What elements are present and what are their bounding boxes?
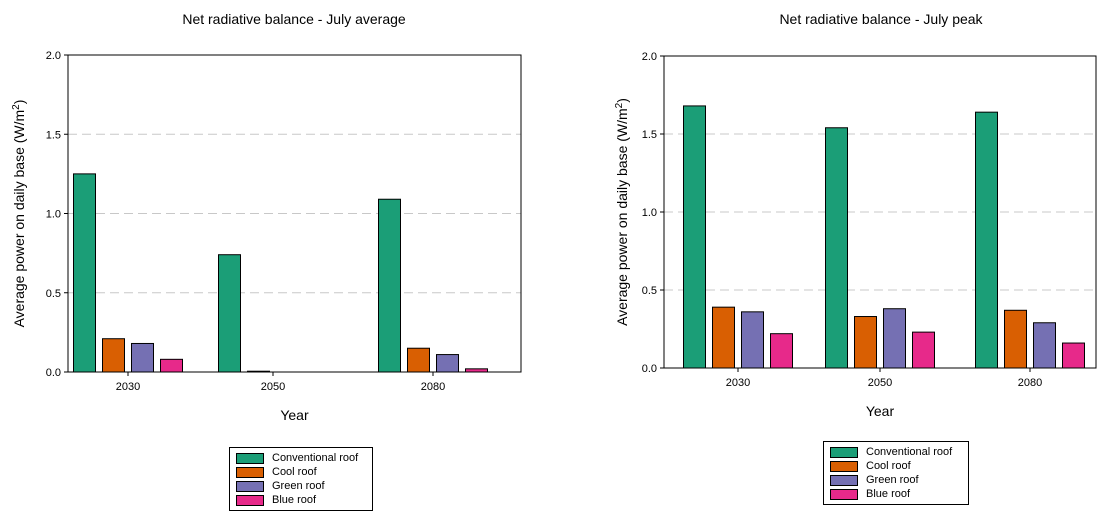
x-tick-label: 2050: [261, 381, 285, 393]
x-tick-label: 2080: [421, 381, 445, 393]
x-axis-label: Year: [866, 403, 895, 419]
y-tick-label: 2.0: [46, 50, 61, 62]
plot-frame: [663, 55, 1097, 369]
bar-green-roof-2080: [1033, 322, 1056, 369]
x-tick-label: 2030: [726, 377, 750, 389]
bar-cool-roof-2080: [1004, 309, 1027, 369]
legend-entry: Blue roof: [830, 487, 962, 501]
bar-conventional-roof-2080: [378, 198, 401, 373]
legend-entry: Conventional roof: [236, 451, 366, 465]
y-tick-label: 0.0: [642, 363, 657, 375]
y-tick-label: 1.5: [46, 129, 61, 141]
legend-july-peak: Conventional roof Cool roof Green roof Blue…: [823, 441, 969, 505]
bar-conventional-roof-2030: [73, 173, 96, 373]
y-tick-label: 0.0: [46, 367, 61, 379]
legend-label: Green roof: [866, 474, 919, 486]
plot-frame: [67, 54, 522, 373]
bar-blue-roof-2050: [912, 331, 935, 369]
legend-label: Cool roof: [866, 460, 911, 472]
y-axis-label: Average power on daily base (W/m2): [11, 100, 28, 328]
legend-label: Blue roof: [272, 494, 317, 506]
bar-green-roof-2050: [883, 308, 906, 369]
legend-swatch: [830, 460, 858, 472]
legend-swatch: [236, 480, 264, 492]
legend-label: Conventional roof: [272, 452, 359, 464]
bar-blue-roof-2080: [1062, 342, 1085, 369]
legend-label: Cool roof: [272, 466, 317, 478]
legend-swatch: [830, 474, 858, 486]
y-tick-label: 1.0: [642, 207, 657, 219]
legend-entry: Cool roof: [830, 459, 962, 473]
legend-entry: Blue roof: [236, 493, 366, 507]
chart-title: Net radiative balance - July average: [182, 11, 406, 27]
legend-swatch: [830, 446, 858, 458]
bar-conventional-roof-2050: [825, 127, 848, 369]
y-tick-label: 2.0: [642, 51, 657, 63]
legend-entry: Green roof: [830, 473, 962, 487]
legend-swatch: [236, 452, 264, 464]
legend-label: Blue roof: [866, 488, 911, 500]
x-axis-label: Year: [280, 407, 309, 423]
bar-green-roof-2030: [131, 342, 154, 373]
bar-blue-roof-2030: [160, 358, 183, 373]
bar-conventional-roof-2030: [683, 105, 706, 369]
bar-green-roof-2080: [436, 354, 459, 373]
legend-swatch: [236, 494, 264, 506]
legend-entry: Green roof: [236, 479, 366, 493]
y-tick-label: 1.5: [642, 129, 657, 141]
bar-blue-roof-2030: [770, 333, 793, 369]
bar-cool-roof-2030: [712, 306, 735, 369]
bar-cool-roof-2030: [102, 338, 125, 373]
bar-cool-roof-2050: [854, 316, 877, 369]
y-tick-label: 1.0: [46, 209, 61, 221]
legend-label: Conventional roof: [866, 446, 953, 458]
x-tick-label: 2050: [868, 377, 892, 389]
bar-cool-roof-2080: [407, 347, 430, 373]
y-tick-label: 0.5: [46, 288, 61, 300]
bar-conventional-roof-2080: [975, 111, 998, 369]
legend-july-average: Conventional roof Cool roof Green roof Blue…: [229, 447, 373, 511]
bar-conventional-roof-2050: [218, 254, 241, 373]
x-tick-label: 2030: [116, 381, 140, 393]
chart-title: Net radiative balance - July peak: [779, 11, 983, 27]
legend-label: Green roof: [272, 480, 325, 492]
x-tick-label: 2080: [1018, 377, 1042, 389]
legend-entry: Cool roof: [236, 465, 366, 479]
bar-green-roof-2030: [741, 311, 764, 369]
y-tick-label: 0.5: [642, 285, 657, 297]
legend-swatch: [830, 488, 858, 500]
y-axis-label: Average power on daily base (W/m2): [614, 98, 631, 326]
legend-entry: Conventional roof: [830, 445, 962, 459]
legend-swatch: [236, 466, 264, 478]
